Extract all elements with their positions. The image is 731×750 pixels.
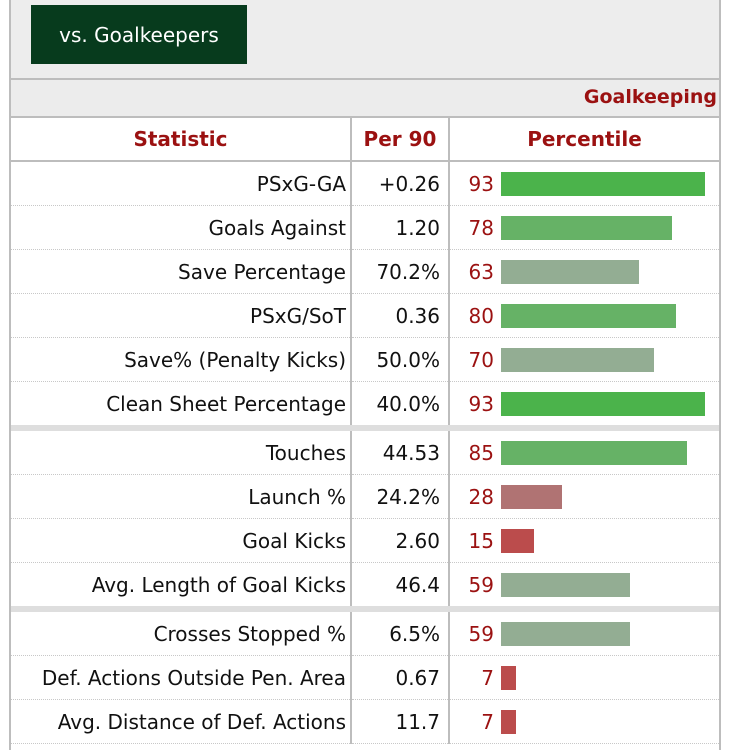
percentile-value: 93	[468, 391, 494, 416]
percentile-bar	[501, 621, 630, 646]
stat-name: Clean Sheet Percentage	[11, 381, 352, 431]
percentile-cell: 7	[449, 699, 719, 744]
percentile-cell: 7	[449, 655, 719, 700]
percentile-value: 63	[468, 259, 494, 284]
stat-name: Goal Kicks	[11, 518, 352, 563]
percentile-cell: 93	[449, 381, 719, 431]
table-row: Save Percentage 70.2% 63	[11, 249, 719, 294]
column-header-statistic[interactable]: Statistic	[11, 118, 352, 162]
table-row: Touches 44.53 85	[11, 428, 719, 475]
table-row: Crosses Stopped % 6.5% 59	[11, 609, 719, 656]
column-header-percentile[interactable]: Percentile	[449, 118, 719, 162]
table-row: PSxG/SoT 0.36 80	[11, 293, 719, 338]
per90-value: +0.26	[351, 161, 450, 206]
per90-value: 1.20	[351, 205, 450, 250]
stat-name: PSxG-GA	[11, 161, 352, 206]
table-row: Avg. Length of Goal Kicks 46.4 59	[11, 562, 719, 612]
stat-name: Save Percentage	[11, 249, 352, 294]
percentile-value: 70	[468, 347, 494, 372]
percentile-bar	[501, 484, 562, 509]
percentile-value: 85	[468, 440, 494, 465]
percentile-cell: 59	[449, 609, 719, 656]
section-title: Goalkeeping	[583, 86, 717, 108]
percentile-value: 78	[468, 215, 494, 240]
percentile-bar	[501, 171, 705, 196]
stat-name: Touches	[11, 428, 352, 475]
percentile-value: 28	[468, 484, 494, 509]
percentile-value: 59	[468, 572, 494, 597]
percentile-cell: 28	[449, 474, 719, 519]
stat-name: Save% (Penalty Kicks)	[11, 337, 352, 382]
percentile-cell: 59	[449, 562, 719, 612]
stat-name: PSxG/SoT	[11, 293, 352, 338]
percentile-bar	[501, 440, 687, 465]
percentile-value: 80	[468, 303, 494, 328]
percentile-value: 7	[481, 665, 494, 690]
per90-value: 6.5%	[351, 609, 450, 656]
scouting-report-frame	[9, 0, 721, 750]
column-header-per90[interactable]: Per 90	[351, 118, 450, 162]
percentile-bar	[501, 665, 516, 690]
percentile-bar	[501, 259, 639, 284]
table-row: Save% (Penalty Kicks) 50.0% 70	[11, 337, 719, 382]
percentile-bar	[501, 391, 705, 416]
per90-value: 0.67	[351, 655, 450, 700]
percentile-value: 15	[468, 528, 494, 553]
table-row: Clean Sheet Percentage 40.0% 93	[11, 381, 719, 431]
table-row: Avg. Distance of Def. Actions 11.7 7	[11, 699, 719, 744]
stats-body: PSxG-GA +0.26 93 Goals Against 1.20 78 Save Pe…	[11, 161, 719, 744]
stat-name: Goals Against	[11, 205, 352, 250]
per90-value: 44.53	[351, 428, 450, 475]
percentile-value: 59	[468, 621, 494, 646]
percentile-cell: 15	[449, 518, 719, 563]
table-row: Goals Against 1.20 78	[11, 205, 719, 250]
per90-value: 50.0%	[351, 337, 450, 382]
percentile-cell: 78	[449, 205, 719, 250]
percentile-cell: 63	[449, 249, 719, 294]
per90-value: 0.36	[351, 293, 450, 338]
stat-name: Avg. Length of Goal Kicks	[11, 562, 352, 612]
percentile-cell: 80	[449, 293, 719, 338]
percentile-bar	[501, 709, 516, 734]
percentile-bar	[501, 215, 672, 240]
percentile-value: 93	[468, 171, 494, 196]
header-row: Statistic Per 90 Percentile	[11, 118, 719, 162]
per90-value: 2.60	[351, 518, 450, 563]
stats-table: Statistic Per 90 Percentile PSxG-GA +0.26…	[11, 118, 719, 744]
section-header: Goalkeeping	[11, 78, 719, 118]
percentile-value: 7	[481, 709, 494, 734]
percentile-bar	[501, 572, 630, 597]
table-row: Goal Kicks 2.60 15	[11, 518, 719, 563]
per90-value: 40.0%	[351, 381, 450, 431]
percentile-bar	[501, 347, 654, 372]
per90-value: 24.2%	[351, 474, 450, 519]
stat-name: Launch %	[11, 474, 352, 519]
per90-value: 11.7	[351, 699, 450, 744]
vs-goalkeepers-button[interactable]: vs. Goalkeepers	[31, 5, 247, 64]
table-row: Def. Actions Outside Pen. Area 0.67 7	[11, 655, 719, 700]
per90-value: 46.4	[351, 562, 450, 612]
filter-bar: vs. Goalkeepers	[11, 0, 719, 78]
percentile-cell: 93	[449, 161, 719, 206]
percentile-cell: 70	[449, 337, 719, 382]
percentile-bar	[501, 528, 534, 553]
stat-name: Def. Actions Outside Pen. Area	[11, 655, 352, 700]
percentile-cell: 85	[449, 428, 719, 475]
percentile-bar	[501, 303, 676, 328]
stat-name: Avg. Distance of Def. Actions	[11, 699, 352, 744]
stat-name: Crosses Stopped %	[11, 609, 352, 656]
table-row: PSxG-GA +0.26 93	[11, 161, 719, 206]
table-row: Launch % 24.2% 28	[11, 474, 719, 519]
per90-value: 70.2%	[351, 249, 450, 294]
